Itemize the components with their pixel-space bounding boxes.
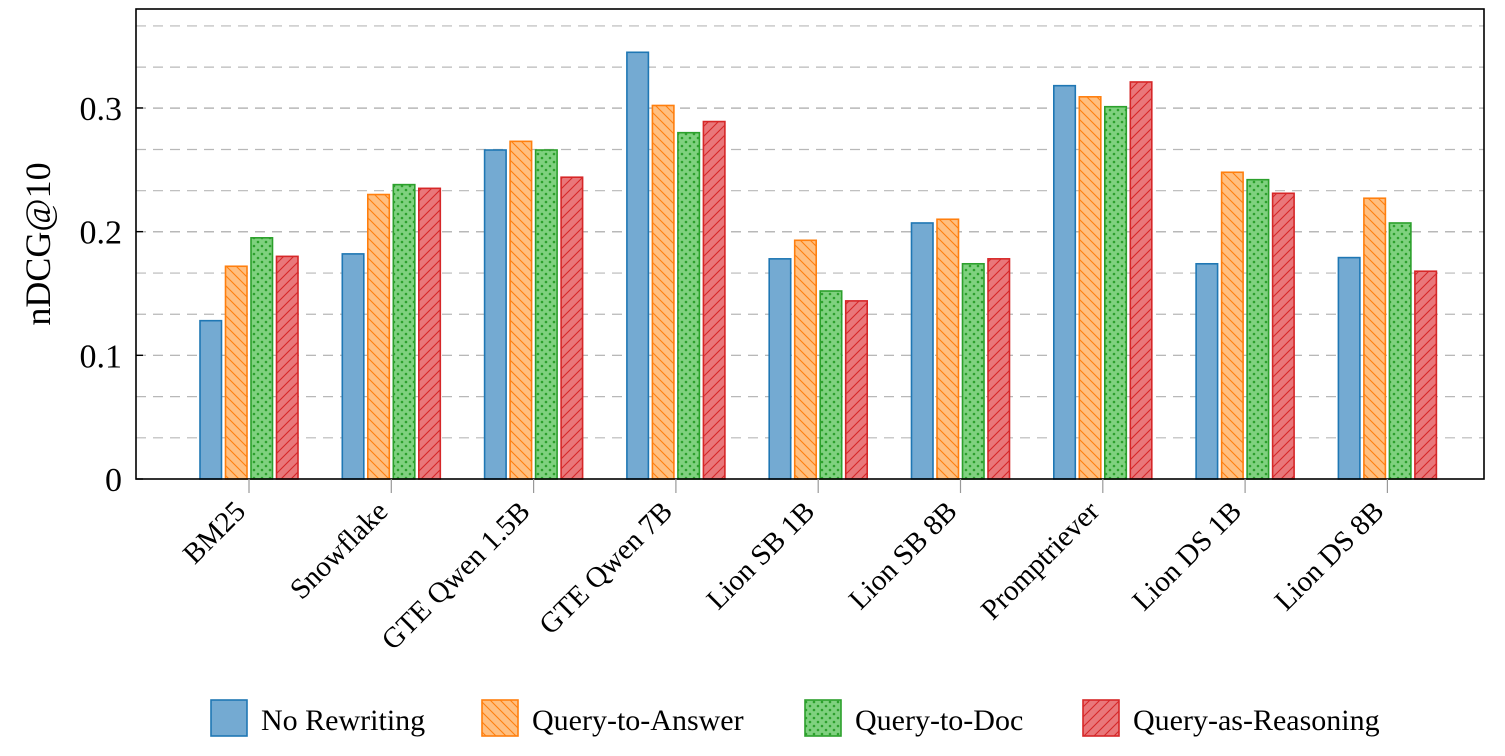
x-tick-label: Lion SB 8B <box>843 495 964 616</box>
x-tick-label: GTE Qwen 7B <box>533 495 679 641</box>
x-tick-label: BM25 <box>177 495 252 570</box>
bar-query-to-doc-7 <box>1246 178 1270 480</box>
bar-query-as-reasoning-8 <box>1414 270 1438 480</box>
legend-swatch <box>804 699 842 737</box>
bar-no-rewriting-0 <box>199 319 223 480</box>
y-axis-label: nDCG@10 <box>18 162 58 325</box>
legend-label: No Rewriting <box>261 704 425 737</box>
plot-frame <box>135 8 1485 480</box>
x-tick-label: Promptriever <box>975 495 1106 626</box>
bar-query-to-answer-2 <box>509 140 533 480</box>
bar-query-as-reasoning-4 <box>844 300 869 480</box>
x-tick-label: Lion SB 1B <box>701 495 822 616</box>
bar-query-to-answer-6 <box>1078 96 1102 480</box>
x-tick-label: GTE Qwen 1.5B <box>376 495 537 656</box>
bar-query-to-doc-2 <box>534 149 558 480</box>
bar-query-to-doc-8 <box>1388 222 1412 480</box>
x-tick-label: Lion DS 1B <box>1126 495 1248 617</box>
bar-query-to-answer-4 <box>793 239 818 480</box>
bar-query-to-answer-0 <box>224 265 248 480</box>
bar-query-to-doc-3 <box>677 131 701 480</box>
bar-no-rewriting-5 <box>910 222 934 480</box>
bar-no-rewriting-4 <box>768 258 792 480</box>
bars <box>199 51 1438 480</box>
bar-query-to-doc-1 <box>392 183 416 480</box>
bar-no-rewriting-2 <box>483 149 507 480</box>
x-tick-label: Snowflake <box>284 495 394 605</box>
legend: No Rewriting Query-to-Answer Query-to-Doc Q… <box>210 699 1380 737</box>
bar-query-as-reasoning-5 <box>987 258 1011 480</box>
legend-label: Query-to-Doc <box>855 704 1023 737</box>
bar-query-to-answer-8 <box>1363 197 1387 480</box>
legend-swatch <box>1082 699 1120 737</box>
bar-query-to-doc-5 <box>961 262 985 480</box>
bar-query-to-doc-6 <box>1104 105 1128 480</box>
y-tick-label: 0.2 <box>80 215 123 252</box>
bar-no-rewriting-6 <box>1053 84 1077 480</box>
bar-query-as-reasoning-0 <box>275 255 299 480</box>
y-tick-label: 0.1 <box>80 338 123 375</box>
bar-no-rewriting-7 <box>1195 262 1219 480</box>
bar-no-rewriting-8 <box>1337 256 1361 480</box>
bar-query-as-reasoning-7 <box>1271 192 1295 480</box>
y-axis-ticks: 0 0.1 0.2 0.3 <box>80 91 143 499</box>
legend-swatch <box>481 699 519 737</box>
bar-query-to-doc-4 <box>819 290 843 480</box>
bar-query-as-reasoning-2 <box>560 176 584 480</box>
bar-query-as-reasoning-3 <box>702 120 726 480</box>
legend-swatch <box>210 699 248 737</box>
legend-label: Query-as-Reasoning <box>1133 704 1380 737</box>
bar-no-rewriting-1 <box>341 253 365 480</box>
bar-query-to-answer-7 <box>1220 171 1244 480</box>
bar-query-to-doc-0 <box>250 237 274 480</box>
y-tick-label: 0.3 <box>80 91 123 128</box>
bar-no-rewriting-3 <box>626 51 650 480</box>
y-tick-label: 0 <box>105 462 122 499</box>
bar-query-as-reasoning-1 <box>417 187 442 480</box>
legend-label: Query-to-Answer <box>532 704 744 737</box>
bar-query-to-answer-5 <box>936 218 960 480</box>
bar-query-to-answer-1 <box>366 193 391 480</box>
bar-query-as-reasoning-6 <box>1129 81 1153 480</box>
x-tick-label: Lion DS 8B <box>1269 495 1391 617</box>
bar-query-to-answer-3 <box>651 104 675 480</box>
